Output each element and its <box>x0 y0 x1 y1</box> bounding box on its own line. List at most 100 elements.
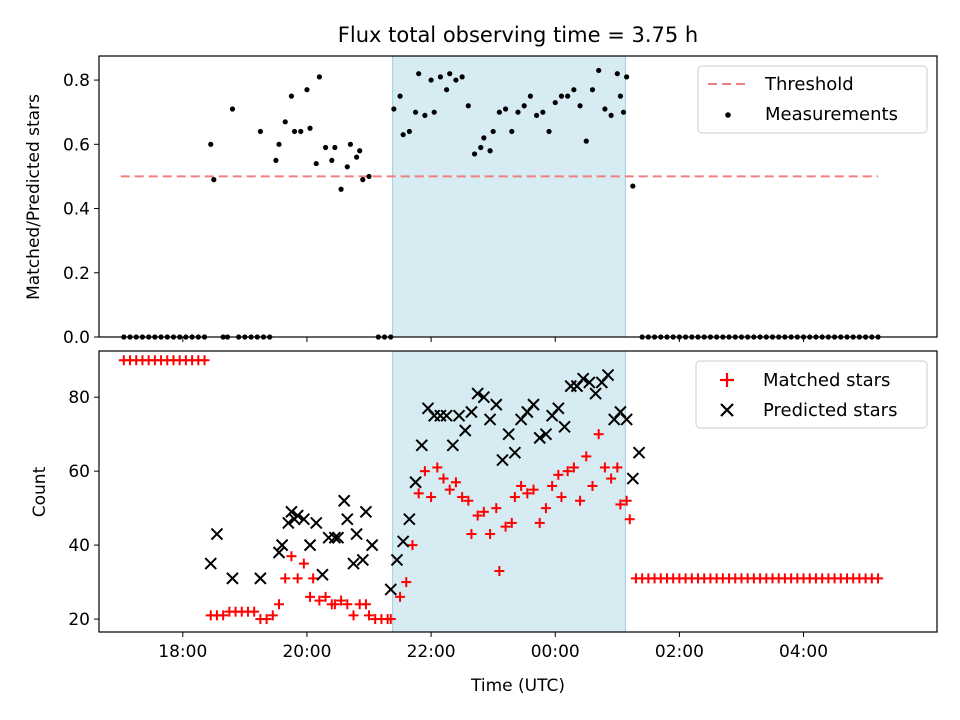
top-y-tick-label: 0.2 <box>63 264 90 284</box>
measurement-point <box>347 141 353 147</box>
measurement-point <box>630 183 636 189</box>
predicted-star-points <box>204 368 646 596</box>
matched-star-point <box>506 517 517 528</box>
measurement-point <box>354 154 360 160</box>
matched-star-point <box>305 591 316 602</box>
measurement-point <box>211 177 217 183</box>
matched-star-point <box>419 466 430 477</box>
matched-star-point <box>534 517 545 528</box>
chart-title: Flux total observing time = 3.75 h <box>338 23 698 47</box>
legend-measurements-swatch <box>725 112 731 118</box>
top-shaded-interval <box>392 55 626 338</box>
measurement-point <box>453 77 459 83</box>
measurement-point <box>546 128 552 135</box>
predicted-star-point <box>459 424 472 437</box>
measurement-point <box>589 87 596 93</box>
measurement-point <box>322 144 329 151</box>
measurement-point <box>540 109 546 115</box>
bottom-y-tick-label: 80 <box>68 388 90 408</box>
matched-star-point <box>314 595 325 606</box>
matched-star-point <box>407 540 418 551</box>
bottom-y-tick-label: 20 <box>68 610 90 630</box>
measurement-point <box>437 74 444 80</box>
top-x-ticks <box>182 337 805 342</box>
measurement-point <box>229 106 236 112</box>
predicted-star-point <box>576 372 590 385</box>
matched-star-point <box>522 488 533 499</box>
top-y-tick-label: 0.0 <box>63 328 90 348</box>
matched-star-point <box>587 480 598 491</box>
predicted-star-point <box>409 476 422 489</box>
matched-star-point <box>261 614 272 625</box>
matched-star-point <box>606 473 617 484</box>
matched-star-point <box>298 558 309 569</box>
measurement-point <box>478 144 484 151</box>
matched-star-point <box>360 599 371 610</box>
predicted-star-point <box>601 368 615 382</box>
predicted-star-point <box>477 391 491 404</box>
bottom-x-tick-label: 18:00 <box>158 642 207 662</box>
measurement-point <box>521 103 527 109</box>
legend-predicted-label: Predicted stars <box>763 400 897 421</box>
measurement-point <box>471 151 478 157</box>
matched-star-point <box>621 495 632 506</box>
measurement-point <box>614 71 620 77</box>
predicted-star-point <box>282 516 295 530</box>
measurement-point <box>565 93 571 99</box>
predicted-star-point <box>552 402 565 415</box>
predicted-star-point <box>403 513 416 526</box>
bottom-x-tick-label: 20:00 <box>282 642 331 662</box>
bottom-axes-frame <box>98 350 938 633</box>
matched-star-point <box>599 462 610 473</box>
measurement-point <box>288 93 295 99</box>
matched-star-point <box>547 480 558 491</box>
matched-star-point <box>556 492 567 503</box>
measurement-point <box>282 119 288 125</box>
predicted-star-point <box>272 546 286 559</box>
matched-star-point <box>472 510 483 521</box>
predicted-star-point <box>490 398 503 411</box>
matched-star-point <box>218 610 229 621</box>
bottom-legend-box <box>695 360 928 429</box>
predicted-star-point <box>632 446 646 459</box>
predicted-star-point <box>452 409 466 422</box>
matched-star-point <box>593 429 604 440</box>
matched-star-point <box>457 492 468 503</box>
bottom-y-ticks: 20 40 60 80 <box>68 388 99 630</box>
measurement-point <box>624 74 630 80</box>
measurement-point <box>313 160 319 167</box>
measurement-point <box>344 164 350 170</box>
matched-star-point <box>249 606 260 617</box>
measurement-point <box>487 148 493 154</box>
measurement-point <box>465 103 471 109</box>
matched-star-point <box>494 565 505 576</box>
predicted-star-point <box>275 538 289 552</box>
measurement-point <box>422 112 428 119</box>
bottom-y-tick-label: 40 <box>68 536 90 556</box>
matched-star-point <box>575 495 586 506</box>
matched-star-point <box>280 573 291 584</box>
predicted-star-point <box>390 553 404 567</box>
bottom-x-tick-label: 02:00 <box>655 642 704 662</box>
measurement-point <box>534 112 540 119</box>
predicted-star-point <box>589 387 602 400</box>
matched-star-point <box>873 573 884 584</box>
matched-star-point <box>199 355 210 366</box>
measurement-point <box>307 125 313 131</box>
measurement-point <box>608 112 614 119</box>
matched-star-point <box>612 462 623 473</box>
measurement-point <box>509 128 515 135</box>
measurement-point <box>357 148 363 154</box>
measurement-point <box>412 109 419 115</box>
predicted-star-point <box>620 413 633 426</box>
predicted-star-point <box>415 439 428 452</box>
predicted-star-point <box>359 505 373 519</box>
matched-star-point <box>395 591 406 602</box>
predicted-star-point <box>328 531 342 544</box>
x-axis-label: Time (UTC) <box>470 676 565 696</box>
top-axes-frame <box>98 55 938 338</box>
matched-star-point <box>438 473 449 484</box>
predicted-star-point <box>316 568 329 581</box>
matched-star-point <box>348 610 359 621</box>
measurement-point <box>298 128 304 135</box>
